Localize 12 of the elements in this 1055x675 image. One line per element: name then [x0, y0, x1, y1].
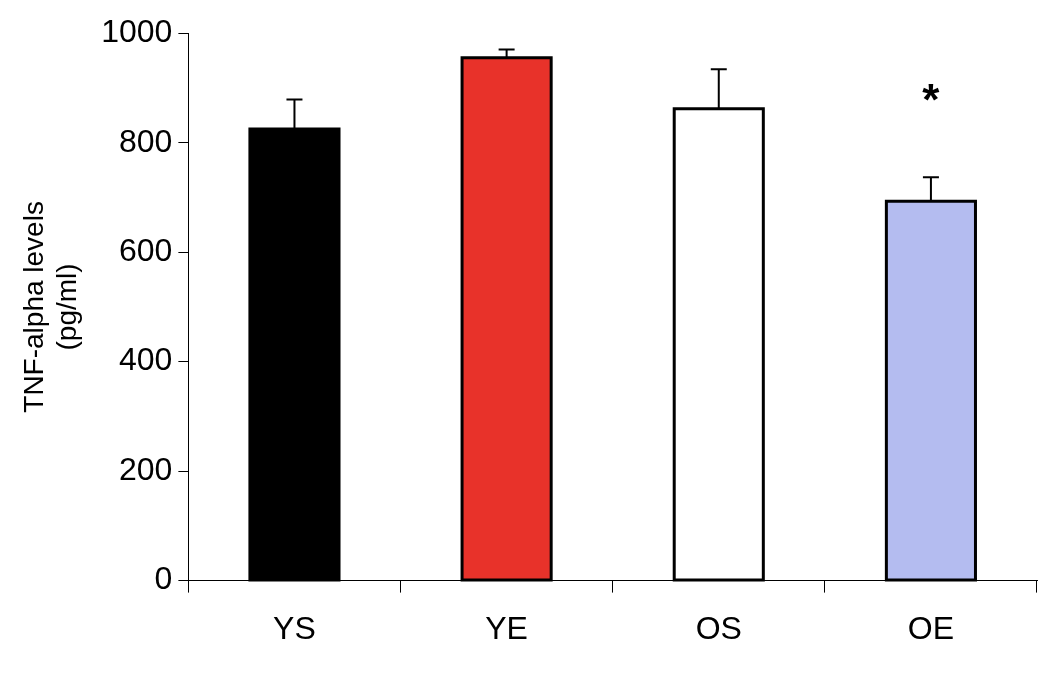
y-tick-label: 1000 — [101, 13, 173, 50]
x-tick-label: YE — [485, 609, 528, 646]
y-axis-title: TNF-alpha levels (pg/ml) — [17, 201, 83, 413]
y-tick-label: 600 — [119, 231, 173, 268]
y-tick-label: 200 — [119, 450, 173, 487]
x-tick-label: YS — [273, 609, 316, 646]
x-tick-label: OE — [907, 609, 955, 646]
x-tick-label: OS — [695, 609, 742, 646]
annotation: * — [922, 75, 941, 125]
y-tick-label: 0 — [154, 560, 173, 597]
y-tick-label: 400 — [119, 341, 173, 378]
y-tick-label: 800 — [119, 122, 173, 159]
